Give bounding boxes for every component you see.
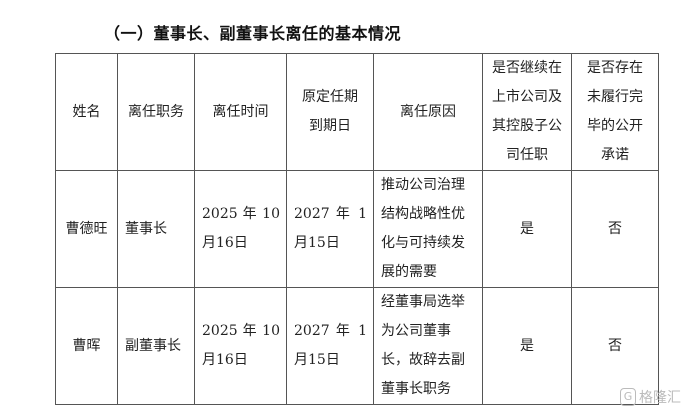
cell-line: 月15日 bbox=[294, 352, 340, 368]
cell-line: 结构战略性优 bbox=[381, 206, 465, 222]
column-header: 原定任期 到期日 bbox=[286, 53, 374, 171]
cell-line: 月15日 bbox=[294, 235, 340, 251]
table-header-row: 姓名 离任职务 离任时间 原定任期 到期日 离任原因 是否继续在 上市公司及 其控股子公 司任职是… bbox=[55, 53, 659, 171]
cell-line: 离任时间 bbox=[212, 103, 269, 120]
cell-line: 其控股子公 bbox=[492, 118, 562, 134]
watermark-logo: G 格隆汇 bbox=[620, 387, 681, 407]
cell-line: 上市公司及 bbox=[492, 89, 562, 105]
column-header: 是否继续在上市公司及其控股子公司任职 bbox=[482, 53, 572, 171]
cell-name: 曹晖 bbox=[55, 287, 118, 405]
cell-line: 姓名 bbox=[72, 103, 101, 120]
cell-line: 原定任期 bbox=[302, 89, 358, 105]
logo-text: 格隆汇 bbox=[639, 390, 681, 406]
section-title: （一）董事长、副董事长离任的基本情况 bbox=[104, 24, 402, 43]
table-row: 曹晖 副董事长 2025 年 10 月16日 2027 年 1 月15日 经董事局选举 为公司… bbox=[55, 287, 659, 405]
table-row: 曹德旺 董事长 2025 年 10 月16日 2027 年 1 月15日 推动公司治理 结构战… bbox=[55, 170, 659, 288]
cell-line: 月16日 bbox=[202, 235, 248, 251]
cell-continue-role: 是 bbox=[482, 287, 572, 405]
cell-line: 展的需要 bbox=[381, 264, 437, 280]
cell-leave-date: 2025 年 10 月16日 bbox=[194, 170, 287, 288]
cell-line: 未履行完 bbox=[587, 89, 643, 105]
cell-line: 化与可持续发 bbox=[381, 235, 465, 251]
cell-reason: 经董事局选举 为公司董事长，故辞去副 董事长职务 bbox=[373, 287, 483, 405]
cell-line: 长，故辞去副 bbox=[381, 352, 465, 368]
cell-line: 毕的公开 bbox=[587, 118, 643, 134]
column-header: 离任原因 bbox=[373, 53, 483, 171]
cell-continue-role: 是 bbox=[482, 170, 572, 288]
cell-line: 是否存在 bbox=[587, 60, 643, 76]
cell-line: 离任原因 bbox=[400, 103, 456, 120]
cell-position: 副董事长 bbox=[117, 287, 195, 405]
column-header: 离任时间 bbox=[194, 53, 287, 171]
cell-leave-date: 2025 年 10 月16日 bbox=[194, 287, 287, 405]
cell-unfulfilled: 否 bbox=[571, 170, 659, 288]
cell-line: 经董事局选举 bbox=[381, 294, 465, 310]
cell-line: 承诺 bbox=[601, 147, 629, 163]
cell-unfulfilled: 否 bbox=[571, 287, 659, 405]
column-header: 姓名 bbox=[55, 53, 118, 171]
cell-line: 离任职务 bbox=[128, 103, 184, 120]
column-header: 是否存在未履行完毕的公开承诺 bbox=[571, 53, 659, 171]
cell-line: 为公司董事 bbox=[381, 323, 451, 339]
cell-reason: 推动公司治理 结构战略性优 化与可持续发 展的需要 bbox=[373, 170, 483, 288]
resignation-table: 姓名 离任职务 离任时间 原定任期 到期日 离任原因 是否继续在 上市公司及 其控股子公 司任职是… bbox=[55, 53, 659, 405]
column-header: 离任职务 bbox=[117, 53, 195, 171]
cell-line: 到期日 bbox=[309, 118, 351, 134]
cell-name: 曹德旺 bbox=[55, 170, 118, 288]
cell-line: 2027 年 1 bbox=[294, 323, 367, 339]
cell-term-end: 2027 年 1 月15日 bbox=[286, 287, 374, 405]
cell-line: 司任职 bbox=[506, 147, 548, 163]
logo-icon: G bbox=[620, 388, 636, 406]
cell-position: 董事长 bbox=[117, 170, 195, 288]
cell-line: 2027 年 1 bbox=[294, 206, 367, 222]
cell-line: 月16日 bbox=[202, 352, 248, 368]
cell-line: 2025 年 10 bbox=[202, 323, 280, 339]
cell-line: 董事长职务 bbox=[381, 381, 451, 397]
cell-line: 推动公司治理 bbox=[381, 177, 465, 193]
cell-term-end: 2027 年 1 月15日 bbox=[286, 170, 374, 288]
cell-line: 是否继续在 bbox=[492, 60, 562, 76]
cell-line: 2025 年 10 bbox=[202, 206, 280, 222]
